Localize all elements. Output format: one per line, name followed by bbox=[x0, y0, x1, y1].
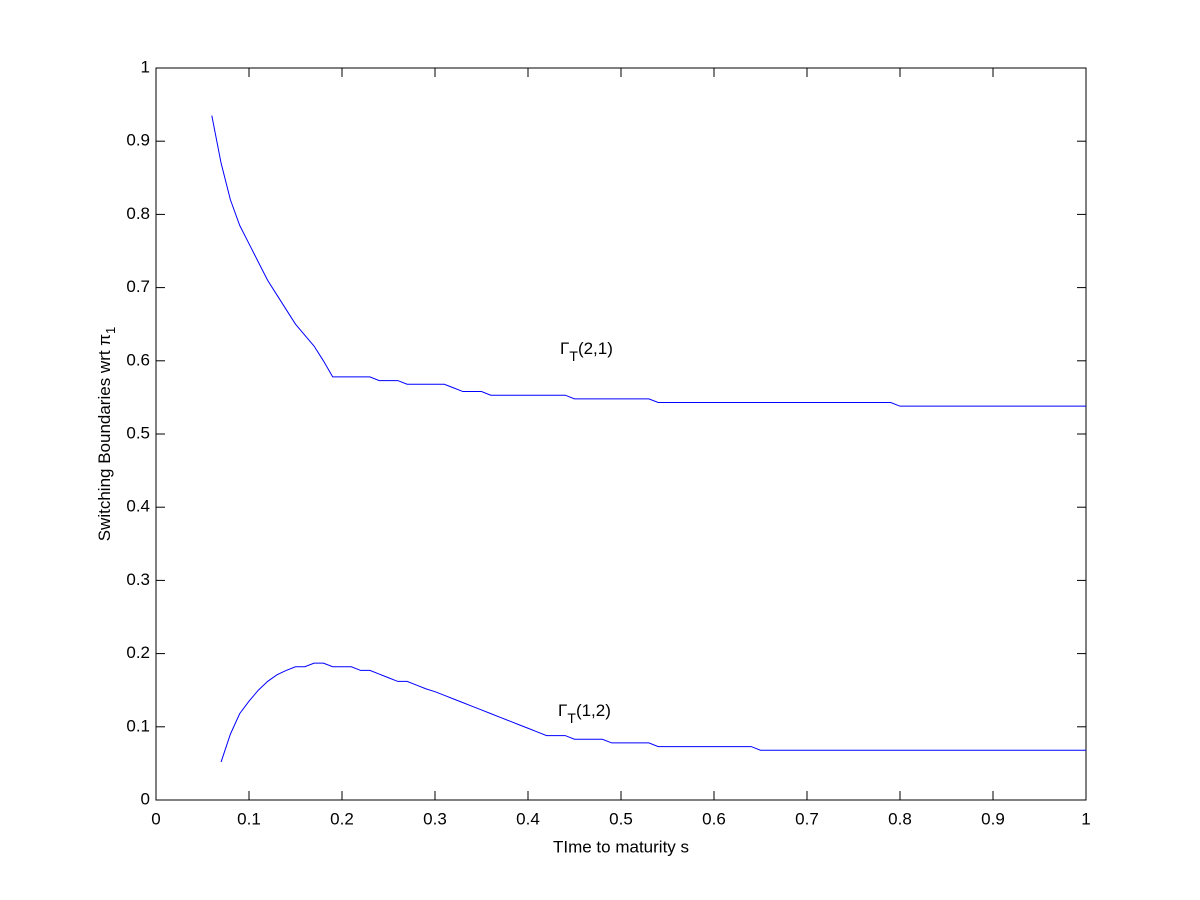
line-label-subscript: T bbox=[569, 348, 578, 364]
x-tick-label: 0.3 bbox=[423, 809, 447, 828]
data-line bbox=[211, 115, 1086, 407]
plot-box bbox=[155, 67, 1087, 801]
line-label-symbol: Γ bbox=[558, 701, 567, 720]
y-tick-label: 0.5 bbox=[126, 423, 150, 442]
x-tick-label: 0.2 bbox=[330, 809, 354, 828]
x-tick-label: 0.4 bbox=[516, 809, 540, 828]
line-label-suffix: (1,2) bbox=[576, 701, 611, 720]
line-label-symbol: Γ bbox=[560, 339, 569, 358]
y-tick-label: 0.6 bbox=[126, 350, 150, 369]
y-tick-label: 0.9 bbox=[126, 131, 150, 150]
x-tick-label: 0.6 bbox=[702, 809, 726, 828]
y-tick-label: 0.3 bbox=[126, 570, 150, 589]
x-tick-label: 0.1 bbox=[237, 809, 261, 828]
x-tick-label: 0.5 bbox=[609, 809, 633, 828]
y-tick-label: 1 bbox=[141, 57, 150, 76]
x-tick-label: 1 bbox=[1081, 809, 1090, 828]
y-axis-label-subscript: 1 bbox=[103, 327, 118, 334]
x-axis-label: TIme to maturity s bbox=[553, 837, 689, 856]
line-label-suffix: (2,1) bbox=[578, 339, 613, 358]
y-axis-label-text: Switching Boundaries wrt π bbox=[95, 334, 114, 541]
x-tick-label: 0.7 bbox=[795, 809, 819, 828]
y-tick-label: 0.2 bbox=[126, 643, 150, 662]
line-label: ΓT(2,1) bbox=[560, 339, 613, 363]
y-tick-label: 0.4 bbox=[126, 497, 150, 516]
x-tick-label: 0.8 bbox=[888, 809, 912, 828]
line-label-subscript: T bbox=[567, 710, 576, 726]
y-tick-label: 0.1 bbox=[126, 716, 150, 735]
y-tick-label: 0 bbox=[141, 789, 150, 808]
y-tick-label: 0.7 bbox=[126, 277, 150, 296]
y-tick-label: 0.8 bbox=[126, 204, 150, 223]
x-tick-label: 0.9 bbox=[981, 809, 1005, 828]
data-line bbox=[220, 662, 1086, 763]
x-tick-label: 0 bbox=[151, 809, 160, 828]
line-label: ΓT(1,2) bbox=[558, 701, 611, 725]
y-axis-label: Switching Boundaries wrt π1 bbox=[95, 327, 118, 542]
